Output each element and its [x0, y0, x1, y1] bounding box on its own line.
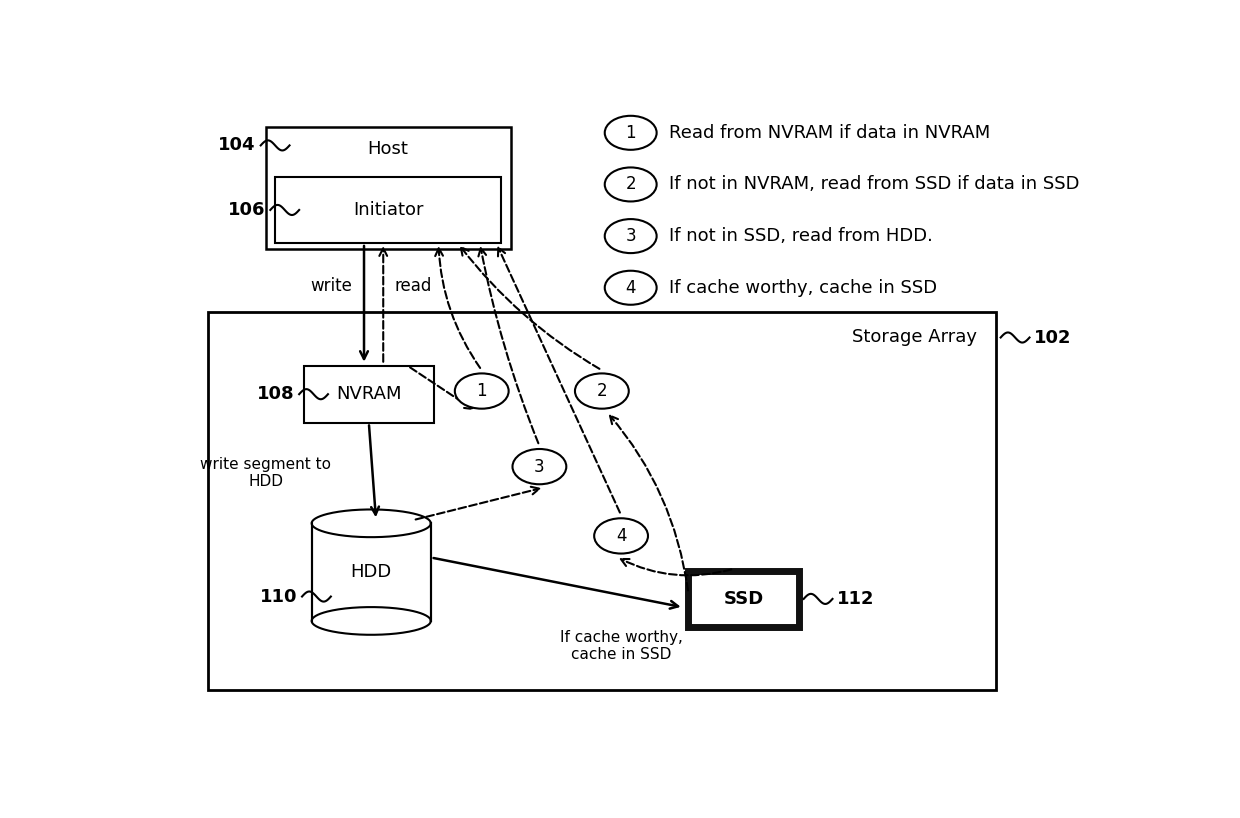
- Text: SSD: SSD: [723, 590, 764, 608]
- FancyArrowPatch shape: [435, 248, 480, 368]
- FancyArrowPatch shape: [498, 248, 620, 513]
- Text: Host: Host: [367, 141, 408, 159]
- Text: 2: 2: [596, 382, 608, 400]
- Text: 3: 3: [534, 457, 544, 475]
- Text: write: write: [310, 276, 352, 294]
- Ellipse shape: [311, 607, 430, 635]
- Text: 2: 2: [625, 175, 636, 193]
- Text: 102: 102: [1034, 329, 1071, 347]
- Bar: [688, 571, 799, 627]
- Text: 4: 4: [616, 527, 626, 545]
- Text: If cache worthy,
cache in SSD: If cache worthy, cache in SSD: [559, 630, 682, 663]
- Circle shape: [455, 373, 508, 409]
- Bar: [265, 127, 511, 249]
- FancyArrowPatch shape: [621, 559, 732, 575]
- Bar: [208, 312, 996, 690]
- Text: 1: 1: [476, 382, 487, 400]
- FancyArrowPatch shape: [415, 487, 539, 519]
- FancyArrowPatch shape: [370, 425, 379, 515]
- FancyArrowPatch shape: [434, 558, 678, 609]
- Text: 112: 112: [837, 590, 874, 608]
- Ellipse shape: [311, 510, 430, 537]
- Text: If cache worthy, cache in SSD: If cache worthy, cache in SSD: [670, 279, 937, 297]
- Circle shape: [605, 168, 657, 201]
- Text: Read from NVRAM if data in NVRAM: Read from NVRAM if data in NVRAM: [670, 124, 991, 142]
- Circle shape: [605, 116, 657, 150]
- FancyArrowPatch shape: [610, 416, 688, 591]
- Text: 106: 106: [228, 201, 265, 219]
- Text: read: read: [394, 276, 433, 294]
- Circle shape: [605, 219, 657, 253]
- FancyArrowPatch shape: [461, 247, 599, 369]
- Text: If not in NVRAM, read from SSD if data in SSD: If not in NVRAM, read from SSD if data i…: [670, 175, 1080, 193]
- Circle shape: [605, 271, 657, 305]
- FancyArrowPatch shape: [360, 245, 368, 359]
- Text: write segment to
HDD: write segment to HDD: [200, 456, 331, 489]
- Text: If not in SSD, read from HDD.: If not in SSD, read from HDD.: [670, 227, 932, 245]
- Text: Initiator: Initiator: [353, 201, 423, 219]
- Text: 3: 3: [625, 227, 636, 245]
- Text: HDD: HDD: [351, 563, 392, 581]
- Text: 108: 108: [257, 385, 294, 403]
- Text: 104: 104: [218, 137, 255, 155]
- Text: 4: 4: [625, 279, 636, 297]
- FancyArrowPatch shape: [479, 248, 538, 443]
- FancyArrowPatch shape: [379, 248, 387, 362]
- Text: NVRAM: NVRAM: [336, 385, 402, 403]
- Text: Storage Array: Storage Array: [852, 328, 977, 346]
- Bar: [304, 366, 434, 423]
- FancyArrowPatch shape: [410, 367, 472, 409]
- Text: 110: 110: [259, 587, 298, 605]
- Circle shape: [594, 519, 649, 554]
- Circle shape: [512, 449, 567, 484]
- Bar: [311, 524, 430, 621]
- Bar: [275, 177, 501, 243]
- Text: 1: 1: [625, 124, 636, 142]
- Circle shape: [575, 373, 629, 409]
